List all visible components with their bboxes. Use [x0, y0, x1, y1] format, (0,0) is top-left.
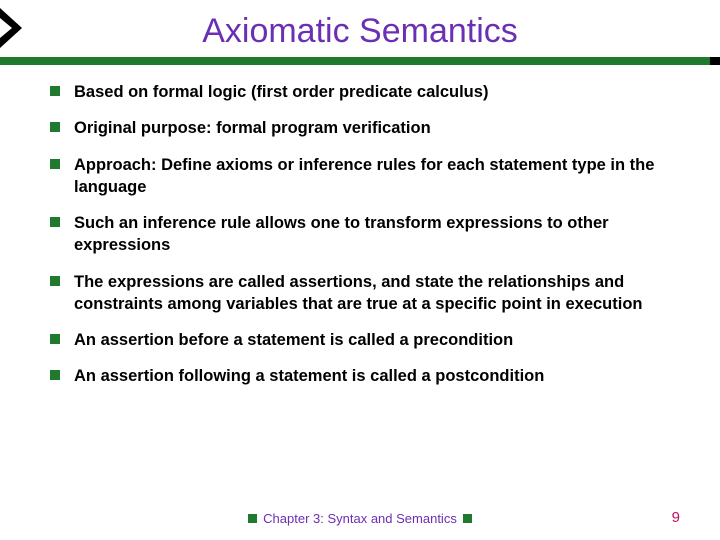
bullet-text: The expressions are called assertions, a… [74, 271, 690, 316]
underline-right [710, 57, 720, 65]
footer-text: Chapter 3: Syntax and Semantics [263, 511, 457, 526]
corner-arrow-icon [0, 8, 28, 53]
list-item: Based on formal logic (first order predi… [50, 81, 690, 103]
bullet-icon [50, 159, 60, 169]
title-area: Axiomatic Semantics [0, 0, 720, 51]
bullet-text: An assertion following a statement is ca… [74, 365, 544, 387]
page-number: 9 [672, 509, 680, 526]
bullet-text: An assertion before a statement is calle… [74, 329, 513, 351]
slide: Axiomatic Semantics Based on formal logi… [0, 0, 720, 540]
list-item: An assertion following a statement is ca… [50, 365, 690, 387]
slide-title: Axiomatic Semantics [202, 12, 518, 51]
list-item: Approach: Define axioms or inference rul… [50, 154, 690, 199]
bullet-icon [50, 370, 60, 380]
bullet-icon [50, 122, 60, 132]
list-item: Such an inference rule allows one to tra… [50, 212, 690, 257]
list-item: The expressions are called assertions, a… [50, 271, 690, 316]
footer-square-icon [463, 514, 472, 523]
bullet-text: Original purpose: formal program verific… [74, 117, 431, 139]
bullet-icon [50, 86, 60, 96]
footer-center: Chapter 3: Syntax and Semantics [248, 511, 472, 526]
bullet-text: Approach: Define axioms or inference rul… [74, 154, 690, 199]
bullet-text: Based on formal logic (first order predi… [74, 81, 488, 103]
list-item: Original purpose: formal program verific… [50, 117, 690, 139]
list-item: An assertion before a statement is calle… [50, 329, 690, 351]
bullet-text: Such an inference rule allows one to tra… [74, 212, 690, 257]
footer-square-icon [248, 514, 257, 523]
body: Based on formal logic (first order predi… [0, 65, 720, 388]
footer: Chapter 3: Syntax and Semantics [0, 511, 720, 526]
bullet-icon [50, 217, 60, 227]
title-underline [0, 57, 720, 65]
bullet-icon [50, 334, 60, 344]
bullet-icon [50, 276, 60, 286]
underline-mid [0, 57, 710, 65]
